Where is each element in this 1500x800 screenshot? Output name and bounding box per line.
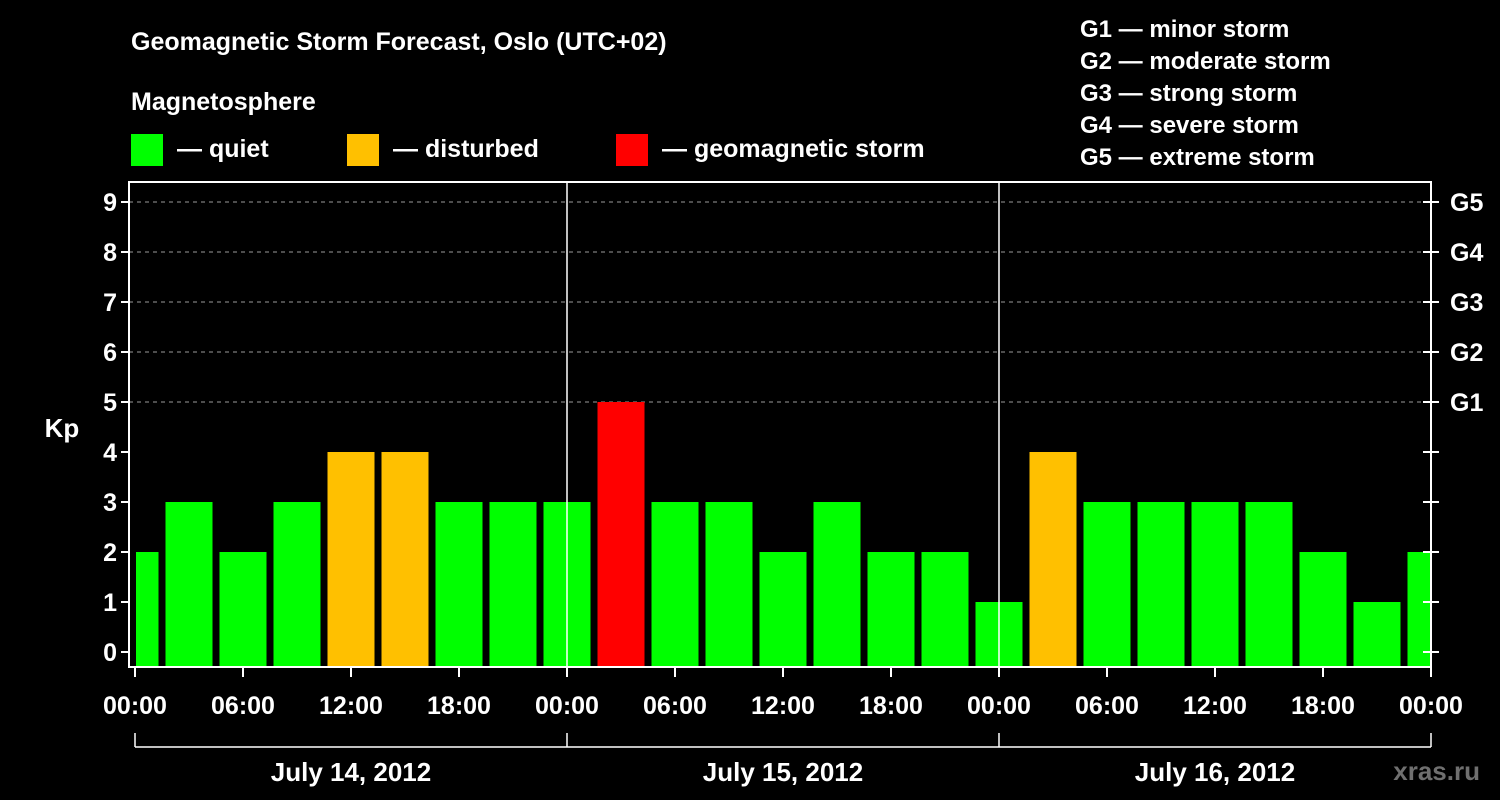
kp-bar (1191, 502, 1239, 667)
y2-tick-label: G2 (1450, 339, 1483, 367)
chart-title: Geomagnetic Storm Forecast, Oslo (UTC+02… (131, 28, 667, 56)
y-tick-label: 6 (103, 339, 117, 367)
y2-tick-label: G1 (1450, 389, 1483, 417)
plot-area: 0 1 2 3 4 5 G1 6 G2 7 G3 8 G4 9 G5 00:00 06:00 12:00 18:00… (103, 181, 1483, 787)
kp-bar (489, 502, 537, 667)
y2-tick-label: G3 (1450, 289, 1483, 317)
kp-bar (165, 502, 213, 667)
storm-scale-g3: G3 — strong storm (1080, 80, 1297, 107)
storm-scale-g4: G4 — severe storm (1080, 112, 1299, 139)
kp-bar (1299, 552, 1347, 667)
y2-tick-label: G4 (1450, 239, 1483, 267)
kp-bar (136, 552, 159, 667)
plot-frame (128, 181, 1432, 668)
date-label: July 15, 2012 (703, 757, 863, 787)
x-tick-label: 00:00 (535, 692, 599, 720)
kp-bar (1137, 502, 1185, 667)
legend-title: Magnetosphere (131, 88, 316, 116)
x-tick-label: 00:00 (103, 692, 167, 720)
x-tick-label: 12:00 (319, 692, 383, 720)
kp-bar (705, 502, 753, 667)
legend-swatch-quiet (131, 134, 163, 166)
storm-scale-g5: G5 — extreme storm (1080, 144, 1315, 171)
x-tick-label: 12:00 (1183, 692, 1247, 720)
kp-bar (273, 502, 321, 667)
kp-bar (1407, 552, 1430, 667)
kp-bar (759, 552, 807, 667)
x-tick-label: 18:00 (859, 692, 923, 720)
kp-bar (1083, 502, 1131, 667)
y-tick-label: 1 (103, 589, 117, 617)
kp-bar (597, 402, 645, 667)
x-tick-label: 00:00 (967, 692, 1031, 720)
x-tick-label: 18:00 (1291, 692, 1355, 720)
storm-scale-g2: G2 — moderate storm (1080, 48, 1331, 75)
kp-bar (327, 452, 375, 667)
kp-bar (1245, 502, 1293, 667)
y-tick-label: 4 (103, 439, 117, 467)
y-tick-label: 8 (103, 239, 117, 267)
kp-bar (1353, 602, 1401, 667)
x-tick-label: 18:00 (427, 692, 491, 720)
y-tick-label: 5 (103, 389, 117, 417)
kp-bar (1029, 452, 1077, 667)
y-tick-label: 7 (103, 289, 117, 317)
watermark: xras.ru (1393, 756, 1480, 786)
x-tick-label: 06:00 (1075, 692, 1139, 720)
kp-bar (921, 552, 969, 667)
kp-bar (813, 502, 861, 667)
kp-bar (435, 502, 483, 667)
kp-bar (381, 452, 429, 667)
y-axis-label: Kp (45, 413, 80, 443)
y2-tick-label: G5 (1450, 189, 1483, 217)
x-tick-label: 06:00 (211, 692, 275, 720)
legend-swatch-storm (616, 134, 648, 166)
legend-label-disturbed: — disturbed (393, 135, 539, 163)
y-tick-label: 3 (103, 489, 117, 517)
y-tick-label: 0 (103, 639, 117, 667)
storm-scale-g1: G1 — minor storm (1080, 16, 1289, 43)
x-tick-label: 06:00 (643, 692, 707, 720)
legend-label-quiet: — quiet (177, 135, 269, 163)
y-tick-label: 9 (103, 189, 117, 217)
legend-swatch-disturbed (347, 134, 379, 166)
legend-label-storm: — geomagnetic storm (662, 135, 925, 163)
kp-bar (219, 552, 267, 667)
kp-bar (867, 552, 915, 667)
kp-bar (651, 502, 699, 667)
y-tick-label: 2 (103, 539, 117, 567)
x-tick-label: 00:00 (1399, 692, 1463, 720)
date-label: July 16, 2012 (1135, 757, 1295, 787)
x-tick-label: 12:00 (751, 692, 815, 720)
date-label: July 14, 2012 (271, 757, 431, 787)
